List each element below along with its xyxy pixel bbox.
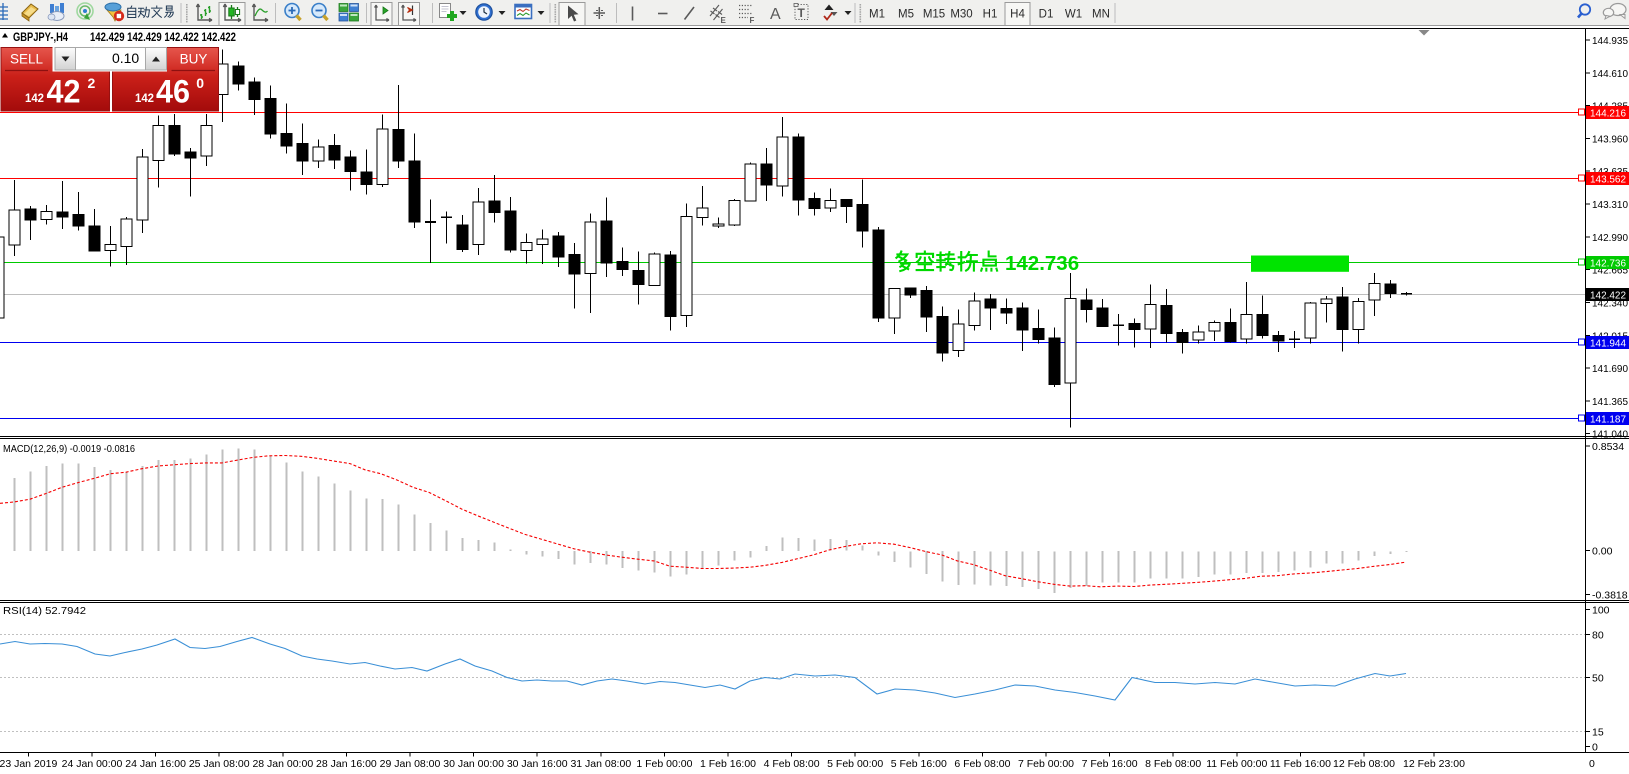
svg-text:W1: W1 [1065,9,1082,21]
svg-text:F: F [750,16,755,25]
svg-text:0: 0 [1589,758,1595,770]
svg-text:142.736: 142.736 [1005,252,1079,275]
svg-text:23 Jan 2019: 23 Jan 2019 [0,758,57,770]
svg-text:141.040: 141.040 [1592,429,1628,441]
svg-text:E: E [721,16,727,25]
svg-text:100: 100 [1592,605,1610,617]
svg-text:8 Feb 08:00: 8 Feb 08:00 [1145,758,1201,770]
svg-text:M30: M30 [950,9,972,21]
svg-text:11 Feb 00:00: 11 Feb 00:00 [1206,758,1267,770]
svg-text:42: 42 [47,74,81,110]
svg-text:50: 50 [1592,673,1604,685]
svg-text:141.690: 141.690 [1592,363,1628,375]
svg-text:H1: H1 [983,9,998,21]
svg-text:30 Jan 16:00: 30 Jan 16:00 [507,758,568,770]
svg-text:H4: H4 [1010,9,1025,21]
svg-text:4 Feb 08:00: 4 Feb 08:00 [764,758,820,770]
svg-text:M5: M5 [898,9,914,21]
svg-text:5 Feb 00:00: 5 Feb 00:00 [827,758,883,770]
svg-text:11 Feb 16:00: 11 Feb 16:00 [1270,758,1331,770]
svg-text:-0.3818: -0.3818 [1592,590,1628,602]
svg-text:15: 15 [1592,727,1604,739]
svg-text:143.562: 143.562 [1590,174,1626,186]
svg-text:MN: MN [1092,9,1110,21]
svg-text:141.365: 141.365 [1592,396,1628,408]
svg-text:12 Feb 23:00: 12 Feb 23:00 [1403,758,1465,770]
svg-text:30 Jan 00:00: 30 Jan 00:00 [443,758,504,770]
svg-text:1 Feb 16:00: 1 Feb 16:00 [700,758,756,770]
svg-text:144.216: 144.216 [1590,108,1626,120]
svg-text:7 Feb 00:00: 7 Feb 00:00 [1018,758,1074,770]
svg-text:0.10: 0.10 [112,50,139,66]
svg-text:6 Feb 08:00: 6 Feb 08:00 [954,758,1010,770]
svg-text:MACD(12,26,9) -0.0019 -0.0816: MACD(12,26,9) -0.0019 -0.0816 [3,443,135,455]
svg-text:0: 0 [1592,742,1598,754]
svg-text:12 Feb 08:00: 12 Feb 08:00 [1333,758,1395,770]
svg-text:141.944: 141.944 [1590,338,1626,350]
svg-text:142: 142 [135,93,154,105]
svg-text:142.422: 142.422 [1590,290,1626,302]
svg-text:2: 2 [88,75,96,91]
svg-text:0.8534: 0.8534 [1592,441,1624,453]
svg-text:142.736: 142.736 [1590,258,1626,270]
svg-text:29 Jan 08:00: 29 Jan 08:00 [380,758,441,770]
svg-text:SELL: SELL [10,52,44,67]
svg-text:144.610: 144.610 [1592,68,1628,80]
svg-text:144.935: 144.935 [1592,35,1628,47]
svg-text:143.310: 143.310 [1592,199,1628,211]
svg-text:24 Jan 00:00: 24 Jan 00:00 [62,758,123,770]
svg-text:28 Jan 00:00: 28 Jan 00:00 [252,758,313,770]
svg-text:141.187: 141.187 [1590,414,1626,426]
svg-text:25 Jan 08:00: 25 Jan 08:00 [189,758,250,770]
svg-text:M1: M1 [869,9,885,21]
svg-text:D1: D1 [1039,9,1054,21]
svg-text:7 Feb 16:00: 7 Feb 16:00 [1082,758,1138,770]
svg-text:5 Feb 16:00: 5 Feb 16:00 [891,758,947,770]
svg-text:142.429 142.429 142.422 142.42: 142.429 142.429 142.422 142.422 [90,32,236,44]
svg-text:46: 46 [156,74,190,110]
svg-text:28 Jan 16:00: 28 Jan 16:00 [316,758,377,770]
svg-text:BUY: BUY [180,52,208,67]
svg-text:1 Feb 00:00: 1 Feb 00:00 [636,758,692,770]
svg-text:24 Jan 16:00: 24 Jan 16:00 [125,758,186,770]
svg-text:0.00: 0.00 [1592,546,1613,558]
svg-text:80: 80 [1592,630,1604,642]
svg-text:0: 0 [196,75,204,91]
svg-text:GBPJPY-,H4: GBPJPY-,H4 [13,32,68,44]
svg-text:31 Jan 08:00: 31 Jan 08:00 [570,758,631,770]
svg-text:M15: M15 [923,9,945,21]
svg-text:142.990: 142.990 [1592,232,1628,244]
svg-text:RSI(14) 52.7942: RSI(14) 52.7942 [3,605,86,617]
svg-text:T: T [798,6,806,20]
svg-text:A: A [770,6,781,23]
svg-text:142: 142 [25,93,44,105]
svg-text:143.960: 143.960 [1592,133,1628,145]
